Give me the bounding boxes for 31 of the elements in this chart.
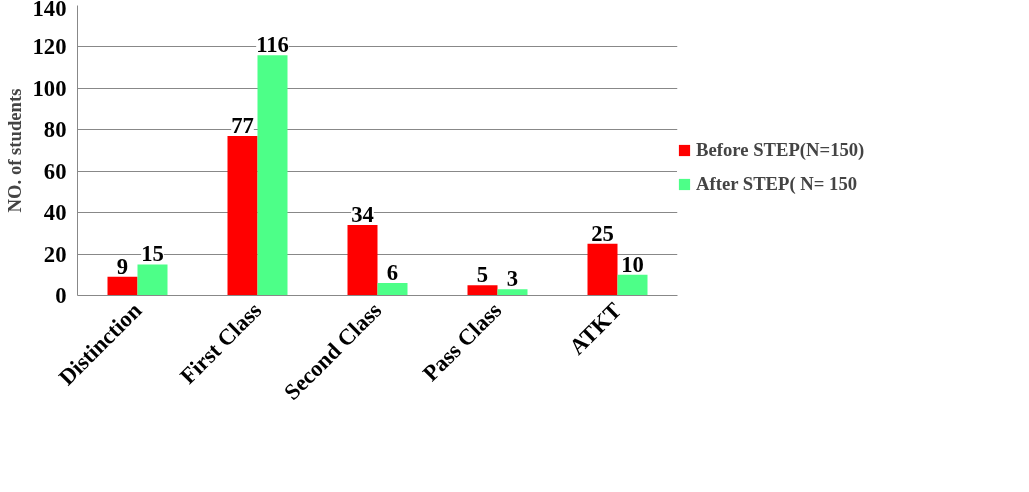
bar (257, 55, 288, 296)
bar (497, 289, 528, 296)
data-label: 9 (116, 253, 129, 279)
bar (137, 264, 168, 296)
legend-label: After STEP( N= 150 (696, 173, 858, 195)
data-label: 25 (591, 220, 614, 246)
bar (587, 243, 618, 296)
bar (617, 274, 648, 296)
y-axis-title: NO. of students (3, 88, 25, 213)
bar (227, 136, 258, 296)
data-label: 5 (476, 262, 489, 288)
y-tick-label: 100 (32, 75, 67, 101)
data-label: 10 (621, 251, 644, 277)
bar (347, 225, 378, 296)
y-tick-label: 80 (43, 117, 67, 143)
data-label: 77 (231, 113, 254, 138)
bar (467, 285, 498, 296)
y-tick-label: 0 (55, 283, 67, 308)
y-tick-label: 140 (32, 0, 67, 21)
data-label: 34 (351, 202, 374, 228)
legend-label: Before STEP(N=150) (696, 139, 865, 161)
bar (107, 276, 138, 296)
data-label: 6 (386, 260, 399, 286)
data-label: 3 (506, 266, 519, 292)
y-tick-label: 120 (32, 34, 67, 60)
data-label: 116 (256, 32, 289, 58)
data-label: 15 (141, 241, 164, 267)
bar (377, 283, 408, 296)
y-tick-label: 40 (43, 200, 67, 226)
y-tick-label: 20 (43, 241, 67, 267)
y-tick-label: 60 (43, 158, 67, 184)
